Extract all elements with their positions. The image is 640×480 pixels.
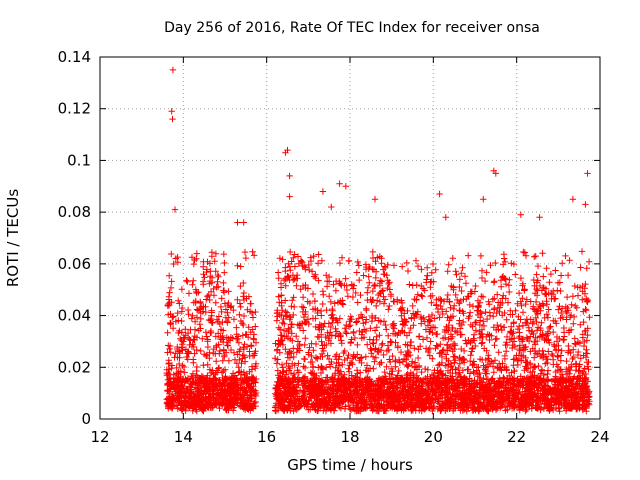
y-tick-label: 0.04 <box>58 307 91 325</box>
y-tick-label: 0.08 <box>58 203 91 221</box>
x-tick-label: 16 <box>257 428 276 446</box>
ticks-layer: 12 14 16 18 20 22 24 0 0.02 0.04 0.06 0.08 0.1 0.12 0.… <box>58 48 610 446</box>
data-point-markers <box>163 66 593 415</box>
y-tick-label: 0.1 <box>67 151 91 169</box>
x-tick-label: 20 <box>424 428 443 446</box>
y-axis-label: ROTI / TECUs <box>4 189 22 287</box>
x-tick-label: 14 <box>174 428 193 446</box>
x-tick-label: 18 <box>340 428 359 446</box>
y-tick-label: 0.02 <box>58 358 91 376</box>
y-tick-label: 0.14 <box>58 48 91 66</box>
x-tick-label: 12 <box>90 428 109 446</box>
y-tick-label: 0.12 <box>58 100 91 118</box>
x-axis-label: GPS time / hours <box>287 456 413 474</box>
x-tick-label: 24 <box>590 428 609 446</box>
data-points-layer <box>163 66 593 415</box>
x-tick-label: 22 <box>507 428 526 446</box>
y-tick-label: 0.06 <box>58 255 91 273</box>
chart-title: Day 256 of 2016, Rate Of TEC Index for r… <box>164 20 540 36</box>
y-tick-label: 0 <box>81 410 91 428</box>
